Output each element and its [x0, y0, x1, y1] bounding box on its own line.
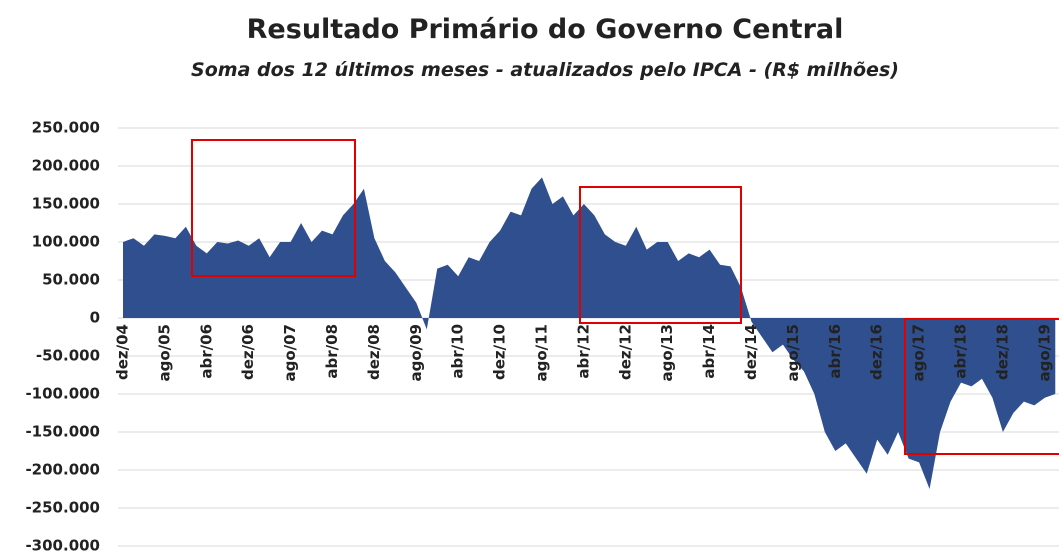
x-tick-label: dez/08 [365, 324, 383, 380]
y-tick-label: 200.000 [32, 157, 100, 175]
y-tick-label: -50.000 [36, 347, 100, 365]
x-tick-label: dez/12 [616, 324, 634, 380]
x-tick-label: abr/18 [952, 324, 970, 379]
x-tick-label: abr/06 [197, 324, 215, 379]
highlight-box [579, 186, 742, 324]
x-tick-label: dez/14 [742, 324, 760, 380]
y-tick-label: -100.000 [25, 385, 100, 403]
y-tick-label: 50.000 [42, 271, 100, 289]
y-tick-label: 150.000 [32, 195, 100, 213]
chart-subtitle: Soma dos 12 últimos meses - atualizados … [191, 59, 899, 81]
x-tick-label: dez/06 [239, 324, 257, 380]
x-tick-label: dez/18 [993, 324, 1011, 380]
highlight-boxes [191, 139, 1059, 455]
x-tick-label: ago/11 [533, 324, 551, 382]
highlight-box [191, 139, 356, 277]
y-tick-label: -300.000 [25, 537, 100, 554]
highlight-box [904, 318, 1059, 455]
area [123, 177, 1056, 489]
x-tick-label: abr/08 [323, 324, 341, 379]
x-tick-label: abr/10 [449, 324, 467, 379]
x-tick-label: ago/07 [281, 324, 299, 382]
x-tick-label: ago/19 [1035, 324, 1053, 382]
x-tick-label: ago/09 [407, 324, 425, 382]
x-tick-label: abr/16 [826, 324, 844, 379]
y-tick-label: -150.000 [25, 423, 100, 441]
x-tick-label: dez/04 [114, 324, 132, 380]
y-tick-label: 0 [90, 309, 100, 327]
chart-title: Resultado Primário do Governo Central [247, 14, 844, 45]
y-tick-label: 250.000 [32, 119, 100, 137]
y-tick-label: -250.000 [25, 499, 100, 517]
x-tick-label: ago/15 [784, 324, 802, 382]
y-tick-label: 100.000 [32, 233, 100, 251]
x-tick-label: dez/10 [491, 324, 509, 380]
x-tick-label: ago/13 [658, 324, 676, 382]
y-tick-label: -200.000 [25, 461, 100, 479]
x-tick-label: ago/17 [910, 324, 928, 382]
x-tick-label: abr/14 [700, 324, 718, 379]
x-tick-label: abr/12 [574, 324, 592, 379]
x-tick-label: ago/05 [155, 324, 173, 382]
x-tick-label: dez/16 [868, 324, 886, 380]
